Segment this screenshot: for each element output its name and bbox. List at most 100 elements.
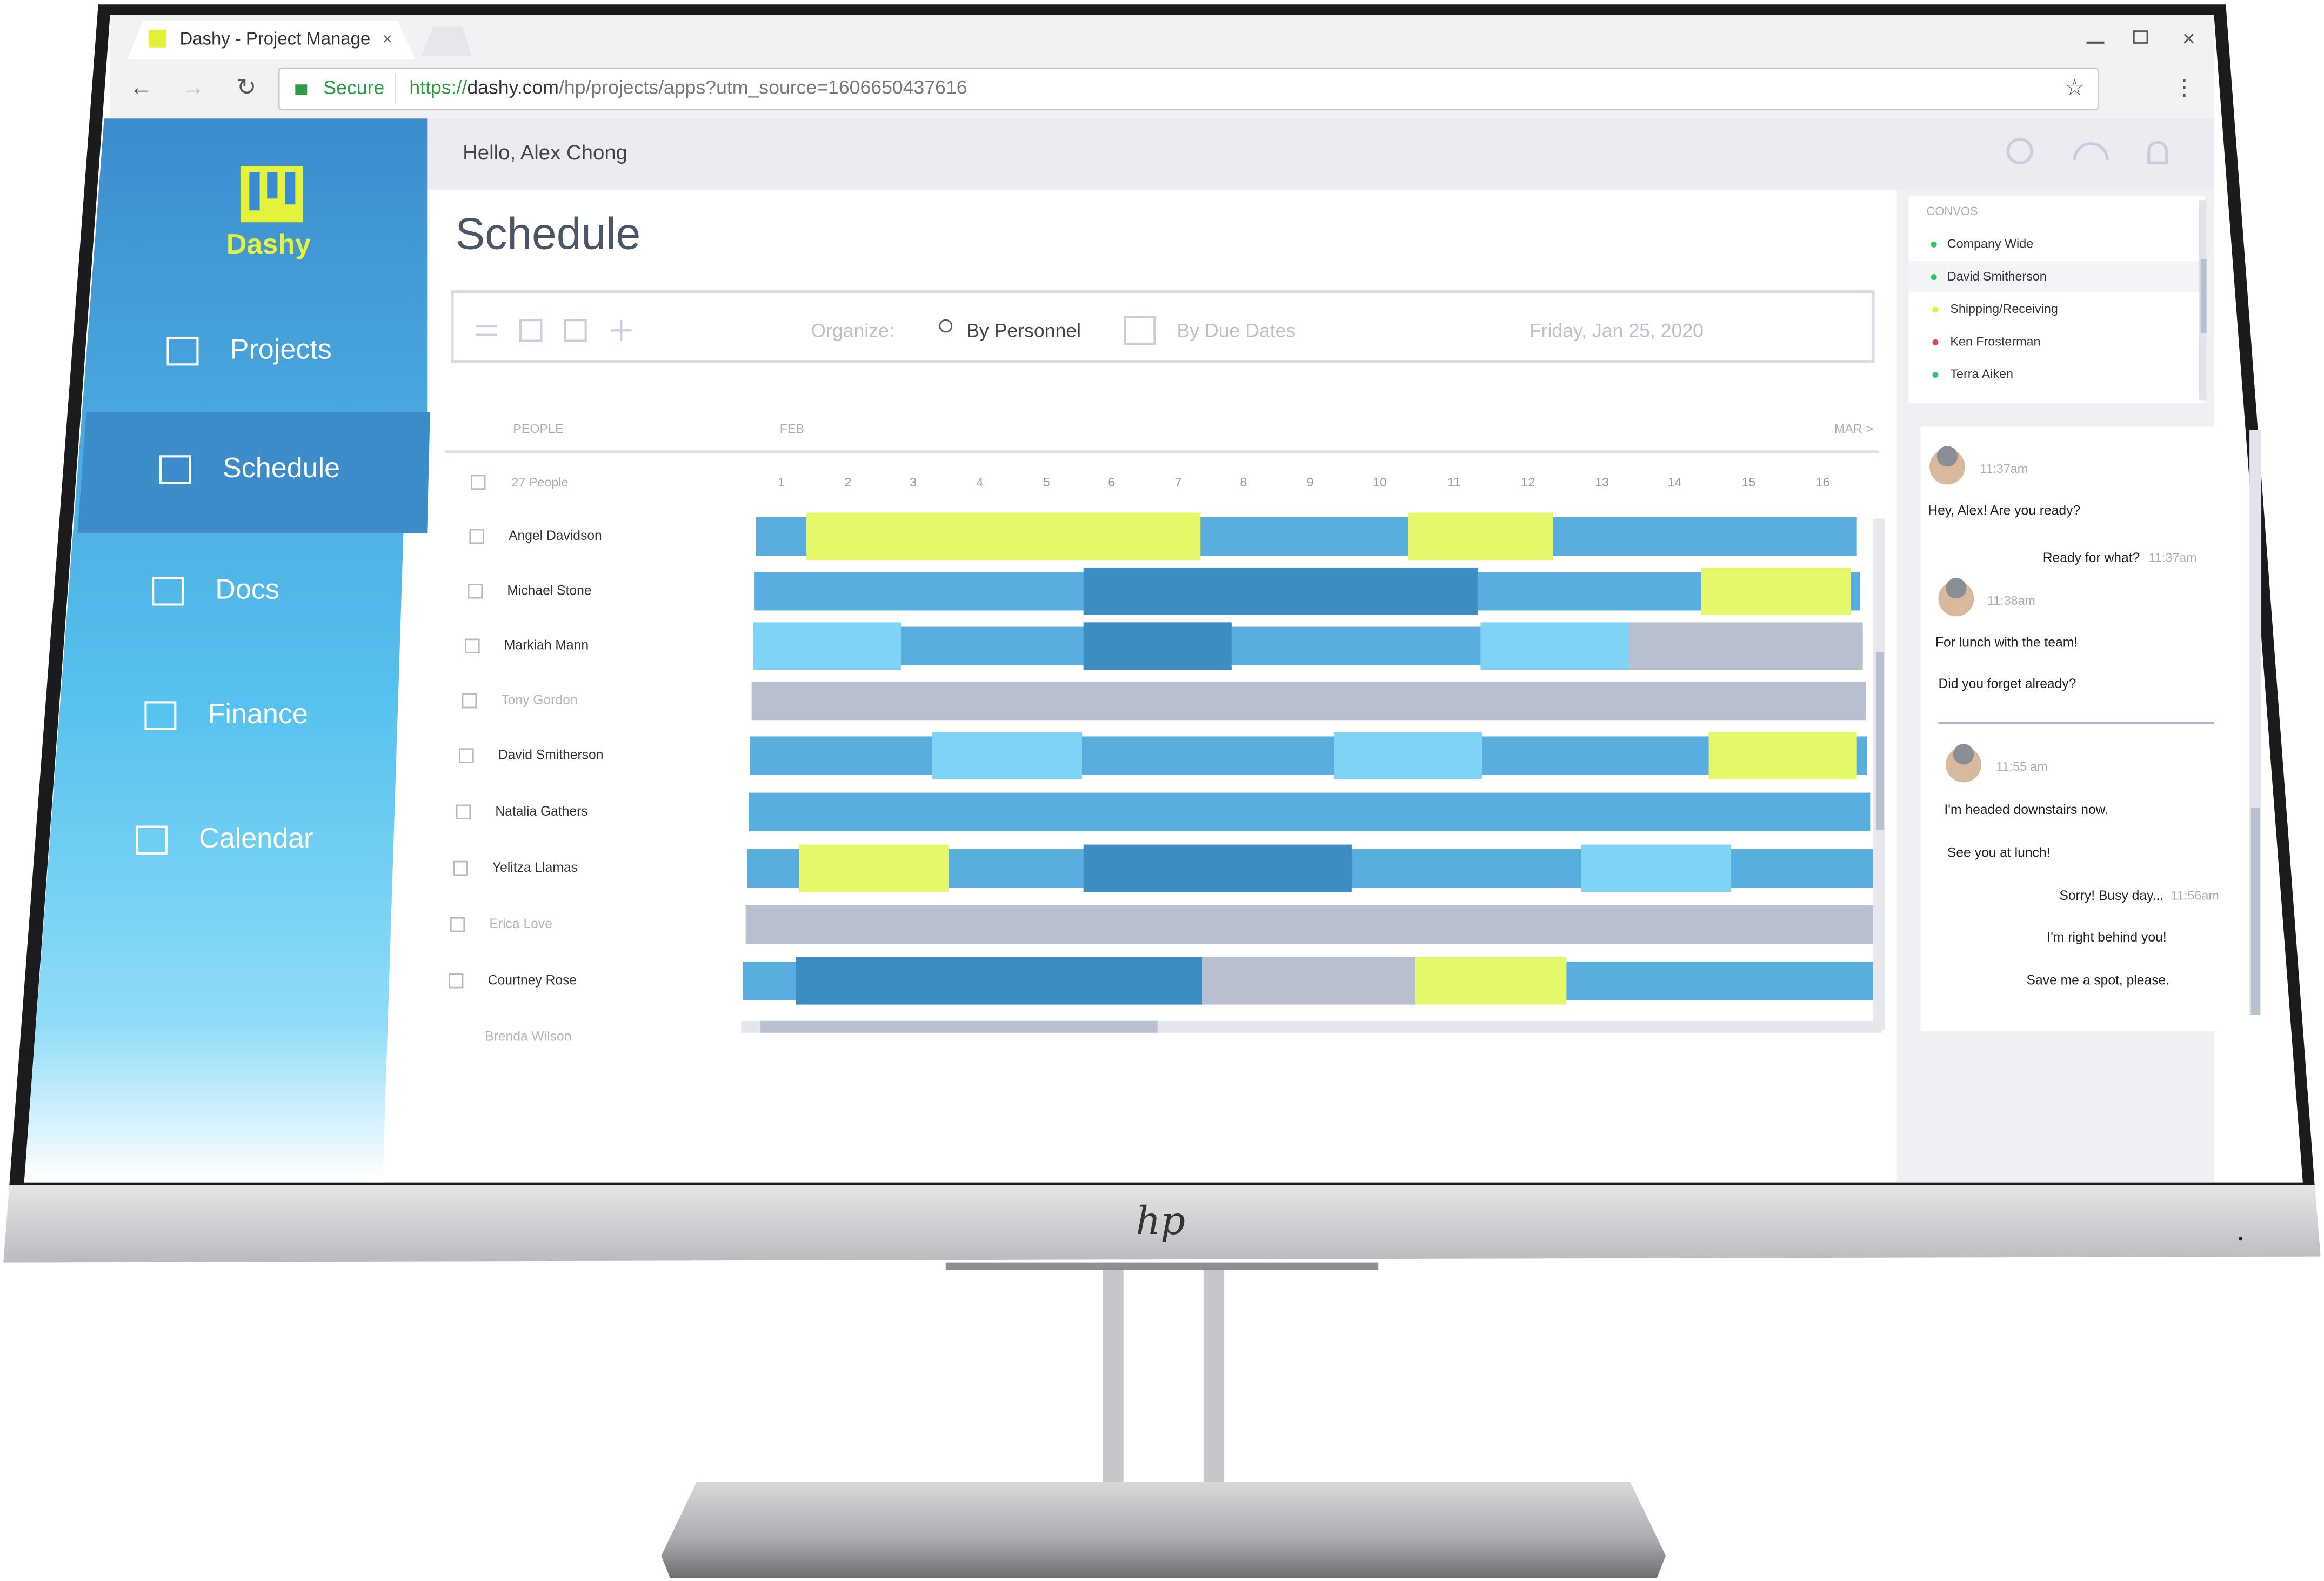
convo-item[interactable]: Ken Frosterman	[1950, 334, 2040, 348]
menu[interactable]: ⋮	[2173, 75, 2195, 99]
chat-message: Save me a spot, please.	[2027, 973, 2170, 988]
person-name[interactable]: Natalia Gathers	[495, 804, 587, 819]
convos-box	[1908, 195, 2205, 403]
v-scroll-thumb[interactable]	[1876, 652, 1884, 830]
nav-icon[interactable]	[166, 336, 199, 366]
person-name[interactable]: David Smitherson	[498, 748, 604, 763]
nav-item[interactable]: Calendar	[199, 823, 313, 854]
restore[interactable]	[2133, 30, 2148, 44]
nav-item[interactable]: Finance	[208, 698, 308, 730]
chat-box	[1920, 426, 2223, 1031]
checkbox[interactable]	[462, 693, 477, 709]
forward[interactable]: →	[181, 74, 205, 101]
task-block[interactable]	[1202, 957, 1415, 1005]
nav-item[interactable]: Schedule	[223, 452, 340, 484]
chat-message: Sorry! Busy day...	[2059, 889, 2163, 903]
convo-item[interactable]: Shipping/Receiving	[1950, 302, 2058, 316]
checkbox[interactable]	[450, 917, 465, 932]
day-label: 14	[1668, 475, 1682, 489]
hp-logo: hp	[1136, 1198, 1185, 1243]
url[interactable]: https://dashy.com/hp/projects/apps?utm_s…	[409, 77, 967, 98]
new-tab[interactable]	[421, 26, 472, 57]
chat-message: I'm headed downstairs now.	[1944, 803, 2108, 817]
task-block[interactable]	[1333, 732, 1482, 779]
task-block[interactable]	[1701, 567, 1851, 615]
convo-item[interactable]: Terra Aiken	[1950, 367, 2013, 381]
nav-item[interactable]: Docs	[215, 574, 279, 605]
bell-icon[interactable]	[2147, 141, 2168, 165]
person-name[interactable]: Yelitza Llamas	[492, 860, 578, 875]
tab-close[interactable]: ×	[383, 30, 392, 48]
by-personnel[interactable]: By Personnel	[966, 319, 1081, 341]
url-scheme: https://	[409, 77, 467, 98]
person-name[interactable]: Markiah Mann	[504, 638, 589, 653]
search-icon[interactable]	[2006, 137, 2033, 165]
person-name[interactable]: Michael Stone	[507, 583, 591, 598]
checkbox[interactable]	[459, 748, 474, 763]
day-label: 10	[1373, 475, 1387, 489]
status-dot	[1931, 274, 1937, 281]
bookmark-star[interactable]: ☆	[2065, 75, 2085, 99]
task-block[interactable]	[753, 622, 901, 670]
chat-time: 11:56am	[2171, 889, 2219, 903]
checkbox[interactable]	[468, 584, 483, 599]
by-due-dates[interactable]: By Due Dates	[1177, 319, 1295, 341]
person-name[interactable]: Angel Davidson	[509, 529, 602, 543]
nav-icon[interactable]	[144, 701, 177, 730]
checkbox[interactable]	[449, 973, 464, 989]
task-block[interactable]	[932, 732, 1082, 779]
task-block[interactable]	[806, 512, 1201, 561]
day-label: 6	[1108, 475, 1115, 489]
expand-icon[interactable]	[611, 320, 632, 341]
convo-item[interactable]: David Smitherson	[1947, 269, 2047, 283]
sync-icon[interactable]	[476, 325, 497, 336]
checkbox[interactable]	[465, 638, 480, 653]
day-label: 2	[844, 475, 851, 489]
task-block[interactable]	[1581, 844, 1731, 892]
checkbox[interactable]	[471, 475, 486, 490]
day-label: 1	[778, 475, 785, 489]
checkbox[interactable]	[453, 860, 468, 876]
next-month[interactable]: MAR >	[1834, 422, 1873, 436]
task-block[interactable]	[1415, 957, 1567, 1005]
h-scroll-thumb[interactable]	[760, 1020, 1158, 1033]
day-label: 7	[1175, 475, 1182, 489]
chat-message: Did you forget already?	[1938, 677, 2076, 691]
minimize[interactable]	[2086, 41, 2105, 44]
task-block[interactable]	[1083, 622, 1232, 670]
task-block[interactable]	[1083, 567, 1478, 615]
task-block[interactable]	[1480, 622, 1629, 670]
support-icon[interactable]	[2073, 142, 2109, 161]
task-block[interactable]	[1708, 732, 1857, 779]
convo-item[interactable]: Company Wide	[1947, 236, 2033, 250]
person-name[interactable]: Brenda Wilson	[485, 1029, 571, 1044]
task-block[interactable]	[796, 957, 1203, 1005]
nav-icon[interactable]	[152, 577, 184, 606]
header-rule	[445, 450, 1879, 453]
person-name[interactable]: Courtney Rose	[488, 973, 577, 988]
person-name[interactable]: Tony Gordon	[501, 693, 577, 708]
task-block[interactable]	[1083, 844, 1352, 892]
people-count: 27 People	[512, 475, 569, 489]
app-header	[427, 118, 2214, 190]
status-dot	[1932, 372, 1939, 378]
nav-item[interactable]: Projects	[230, 333, 332, 365]
download-icon[interactable]	[519, 319, 543, 342]
close[interactable]: ×	[2182, 26, 2195, 51]
checkbox[interactable]	[456, 804, 471, 819]
tab[interactable]	[128, 21, 416, 59]
back[interactable]: ←	[129, 74, 153, 101]
reload[interactable]: ↻	[236, 74, 256, 101]
person-name[interactable]: Erica Love	[489, 917, 552, 931]
task-block[interactable]	[799, 844, 949, 892]
share-icon[interactable]	[564, 319, 587, 342]
nav-icon[interactable]	[135, 825, 168, 855]
task-block[interactable]	[1408, 512, 1553, 561]
tab-title[interactable]: Dashy - Project Manage	[179, 29, 370, 49]
checkbox[interactable]	[469, 529, 484, 544]
organize-label: Organize:	[811, 319, 894, 341]
nav-icon[interactable]	[159, 455, 191, 484]
address-bar[interactable]	[278, 67, 2099, 111]
task-block[interactable]	[1628, 622, 1863, 670]
